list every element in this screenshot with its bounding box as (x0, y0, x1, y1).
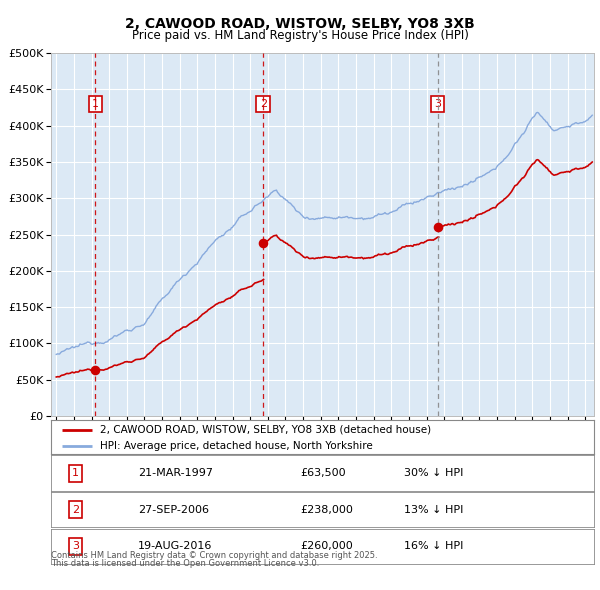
Text: 2, CAWOOD ROAD, WISTOW, SELBY, YO8 3XB: 2, CAWOOD ROAD, WISTOW, SELBY, YO8 3XB (125, 17, 475, 31)
Text: 1: 1 (92, 99, 99, 109)
Text: 13% ↓ HPI: 13% ↓ HPI (404, 505, 463, 514)
Text: 2: 2 (72, 505, 79, 514)
Text: £238,000: £238,000 (301, 505, 353, 514)
Text: This data is licensed under the Open Government Licence v3.0.: This data is licensed under the Open Gov… (51, 559, 319, 568)
Text: 27-SEP-2006: 27-SEP-2006 (138, 505, 209, 514)
Text: HPI: Average price, detached house, North Yorkshire: HPI: Average price, detached house, Nort… (100, 441, 373, 451)
Point (433, 222, 442, 232)
Text: 21-MAR-1997: 21-MAR-1997 (138, 468, 213, 478)
Text: 2: 2 (260, 99, 267, 109)
Text: 16% ↓ HPI: 16% ↓ HPI (404, 542, 463, 551)
Text: 3: 3 (434, 99, 441, 109)
Text: 30% ↓ HPI: 30% ↓ HPI (404, 468, 463, 478)
Text: 2, CAWOOD ROAD, WISTOW, SELBY, YO8 3XB (detached house): 2, CAWOOD ROAD, WISTOW, SELBY, YO8 3XB (… (100, 425, 431, 435)
Text: Price paid vs. HM Land Registry's House Price Index (HPI): Price paid vs. HM Land Registry's House … (131, 29, 469, 42)
Point (259, 238, 268, 248)
Text: Contains HM Land Registry data © Crown copyright and database right 2025.: Contains HM Land Registry data © Crown c… (51, 550, 377, 560)
Text: £63,500: £63,500 (301, 468, 346, 478)
Text: 1: 1 (72, 468, 79, 478)
Text: £260,000: £260,000 (301, 542, 353, 551)
Text: 3: 3 (72, 542, 79, 551)
Text: 19-AUG-2016: 19-AUG-2016 (138, 542, 212, 551)
Point (91, 365, 100, 375)
